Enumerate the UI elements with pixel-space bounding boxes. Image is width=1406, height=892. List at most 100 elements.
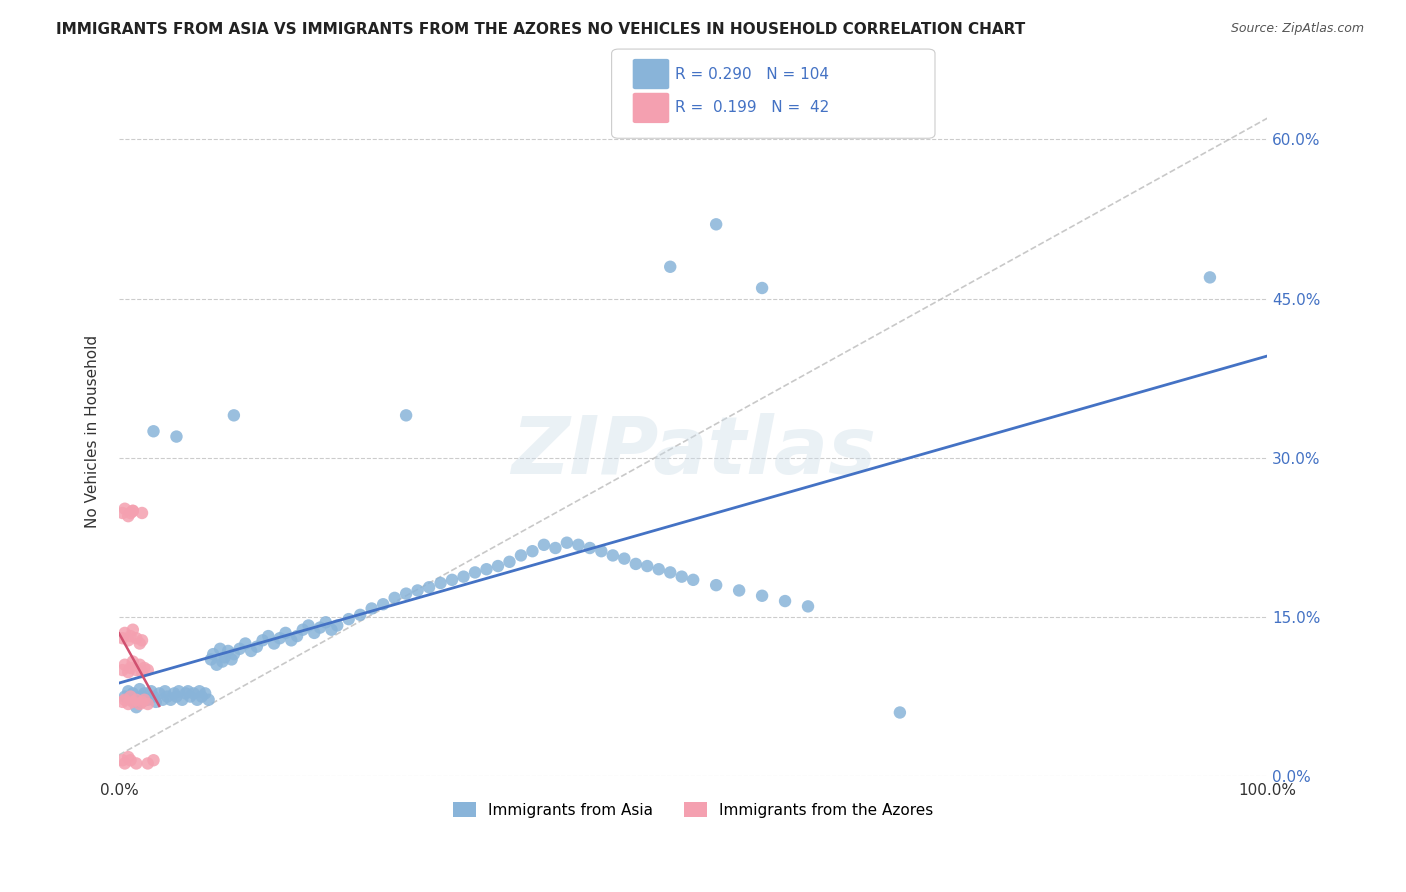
Point <box>111 663 134 677</box>
Point <box>257 629 280 643</box>
Point <box>142 424 165 438</box>
Point <box>555 535 578 549</box>
Point <box>704 217 727 231</box>
Point <box>591 544 613 558</box>
Point <box>128 657 150 672</box>
Point <box>309 621 332 635</box>
Point <box>728 583 751 598</box>
Point <box>280 633 302 648</box>
Point <box>120 506 142 520</box>
Point <box>252 633 274 648</box>
Point <box>186 692 208 706</box>
Point <box>395 587 418 601</box>
Point <box>131 633 153 648</box>
Point <box>797 599 820 614</box>
Point <box>214 650 236 665</box>
Point <box>579 541 602 555</box>
Point <box>128 697 150 711</box>
Point <box>222 409 245 423</box>
Text: Source: ZipAtlas.com: Source: ZipAtlas.com <box>1230 22 1364 36</box>
Point <box>166 690 188 704</box>
Point <box>321 623 343 637</box>
Point <box>1199 270 1222 285</box>
Text: R =  0.199   N =  42: R = 0.199 N = 42 <box>675 101 830 115</box>
Text: ZIPatlas: ZIPatlas <box>510 413 876 491</box>
Point <box>533 538 555 552</box>
Point <box>121 623 143 637</box>
Text: R = 0.290   N = 104: R = 0.290 N = 104 <box>675 67 830 81</box>
Point <box>200 652 222 666</box>
Point <box>205 657 228 672</box>
Point <box>159 692 181 706</box>
Point <box>183 686 205 700</box>
Point <box>682 573 704 587</box>
Point <box>486 559 509 574</box>
Point <box>172 692 194 706</box>
Point <box>315 615 337 630</box>
Point <box>202 647 225 661</box>
Point <box>174 686 197 700</box>
Point <box>114 756 136 771</box>
Point <box>671 569 693 583</box>
Point <box>498 555 520 569</box>
Point <box>125 695 148 709</box>
Point <box>117 665 139 680</box>
Point <box>114 626 136 640</box>
Point <box>121 504 143 518</box>
Point <box>510 549 533 563</box>
Point <box>121 504 143 518</box>
Point <box>114 657 136 672</box>
Point <box>142 753 165 767</box>
Point <box>145 695 167 709</box>
Point <box>125 692 148 706</box>
Point <box>522 544 544 558</box>
Point <box>141 684 163 698</box>
Point <box>751 281 773 295</box>
Point <box>125 700 148 714</box>
Point <box>360 601 382 615</box>
Point <box>128 636 150 650</box>
Point <box>659 260 682 274</box>
Point <box>111 695 134 709</box>
Point <box>222 647 245 661</box>
Point <box>136 663 159 677</box>
Point <box>190 690 212 704</box>
Point <box>156 690 179 704</box>
Point <box>544 541 567 555</box>
Point <box>235 636 257 650</box>
Point <box>117 509 139 524</box>
Point <box>125 756 148 771</box>
Point <box>167 684 190 698</box>
Point <box>624 557 647 571</box>
Point <box>131 690 153 704</box>
Point <box>188 684 211 698</box>
Point <box>166 429 188 443</box>
Point <box>209 641 232 656</box>
Point <box>121 686 143 700</box>
Point <box>131 695 153 709</box>
Point <box>136 697 159 711</box>
Point <box>337 612 360 626</box>
Point <box>263 636 285 650</box>
Point <box>373 597 395 611</box>
Point <box>395 409 418 423</box>
Point <box>602 549 624 563</box>
Point <box>751 589 773 603</box>
Point <box>131 695 153 709</box>
Point <box>211 655 233 669</box>
Point <box>152 692 174 706</box>
Point <box>163 686 186 700</box>
Point <box>134 692 156 706</box>
Point <box>246 640 269 654</box>
Point <box>136 692 159 706</box>
Point <box>464 566 486 580</box>
Point <box>136 756 159 771</box>
Point <box>197 692 219 706</box>
Point <box>636 559 658 574</box>
Point <box>120 661 142 675</box>
Point <box>613 551 636 566</box>
Point <box>120 629 142 643</box>
Point <box>179 690 201 704</box>
Point <box>114 501 136 516</box>
Point <box>297 618 319 632</box>
